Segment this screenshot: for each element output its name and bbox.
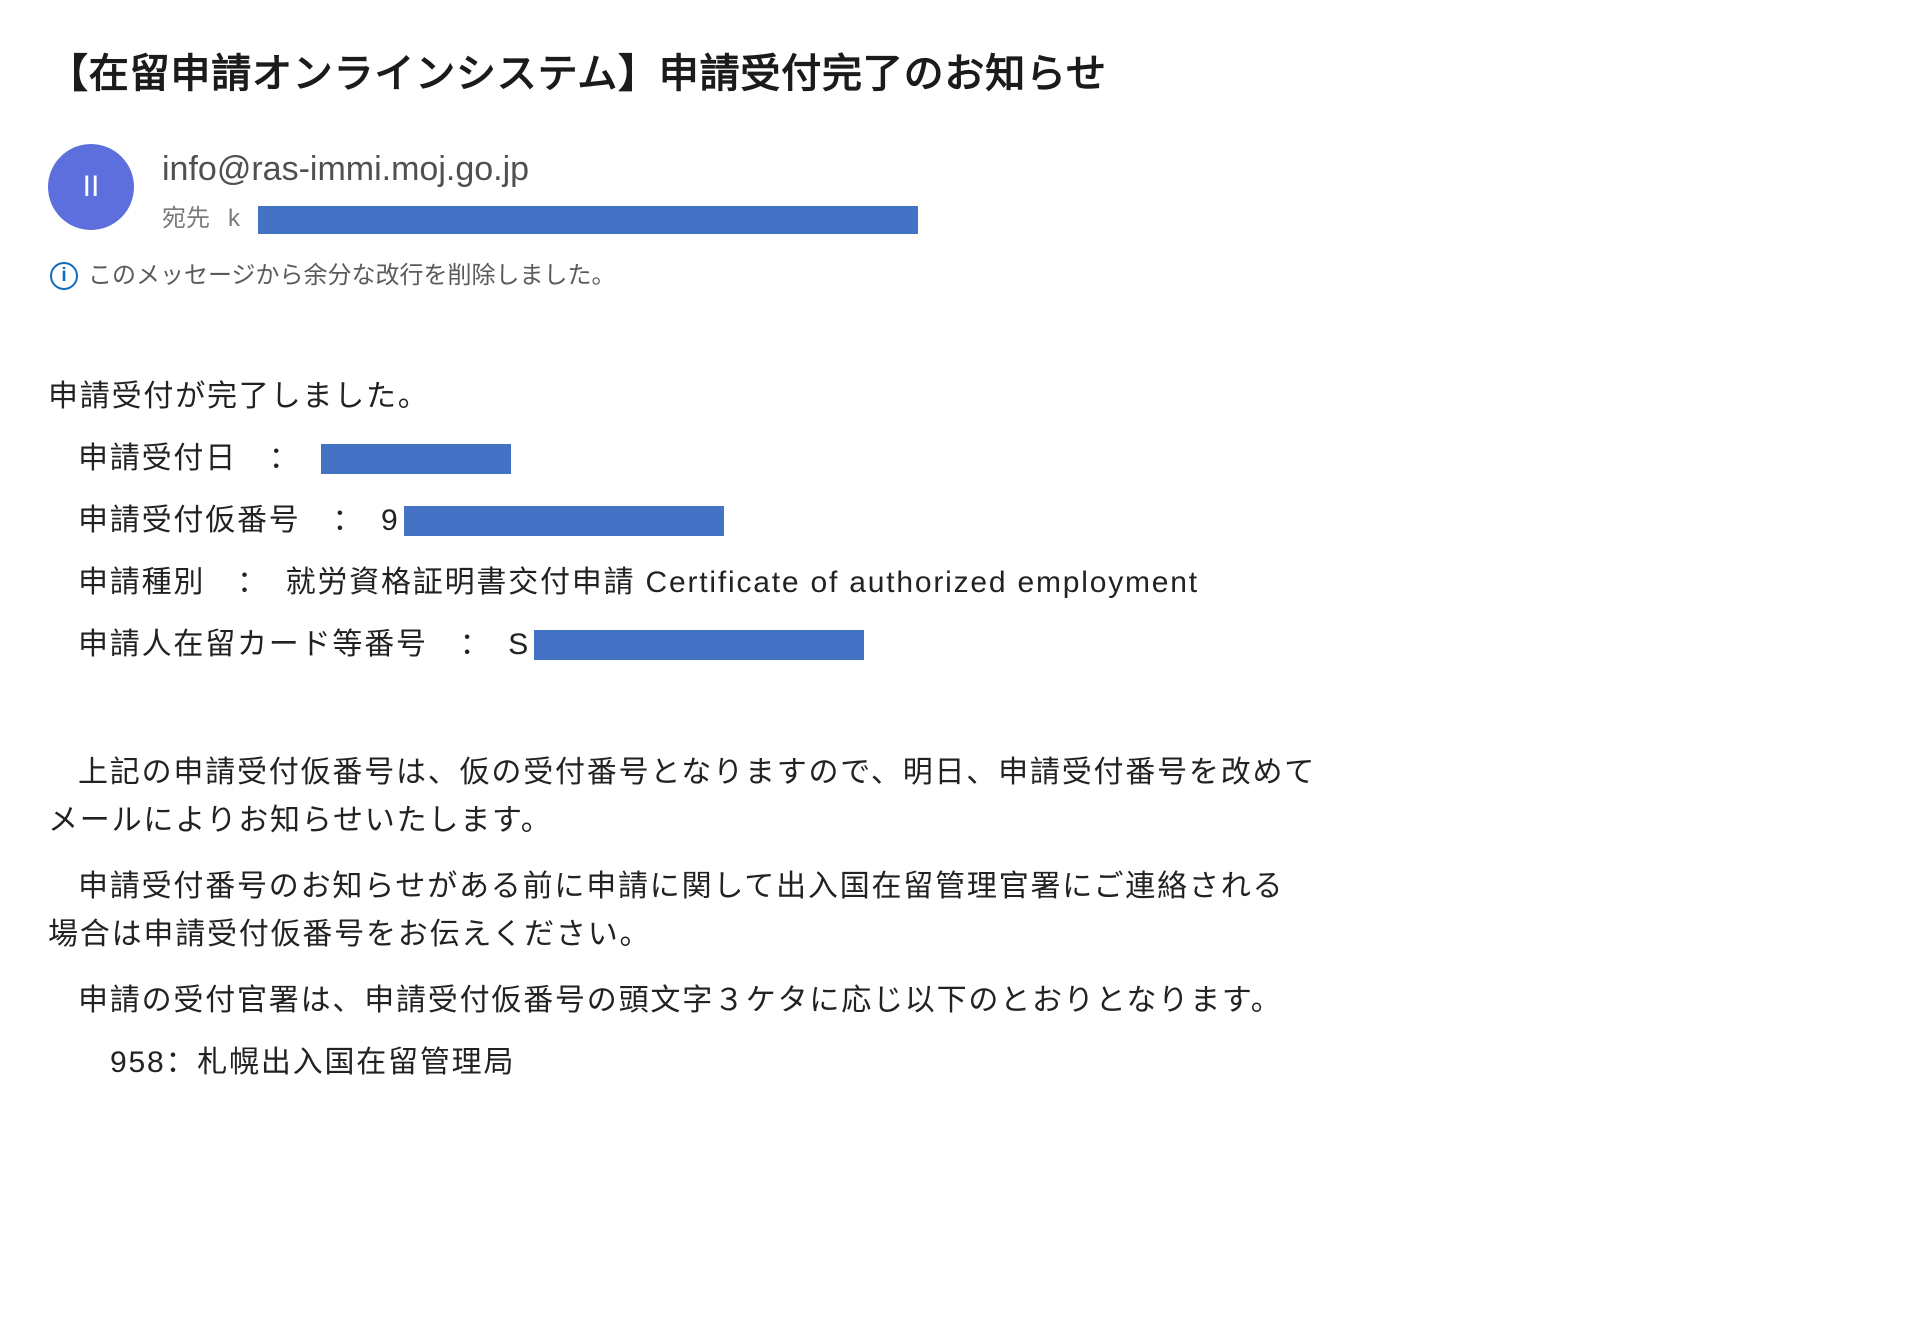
field-visible-char: S xyxy=(508,621,530,669)
sender-email: info@ras-immi.moj.go.jp xyxy=(162,142,1872,196)
field-label: 申請受付日 ： xyxy=(78,435,317,483)
office-list-item: 958：札幌出入国在留管理局 xyxy=(48,1039,1872,1087)
email-body: 申請受付が完了しました。 申請受付日 ： 申請受付仮番号 ： 9 申請種別 ： … xyxy=(48,373,1872,1087)
field-label: 申請人在留カード等番号 ： xyxy=(78,621,508,669)
body-line-complete: 申請受付が完了しました。 xyxy=(48,373,1872,421)
body-paragraph: 申請受付番号のお知らせがある前に申請に関して出入国在留管理官署にご連絡される 場… xyxy=(48,863,1872,959)
paragraph-line: 上記の申請受付仮番号は、仮の受付番号となりますので、明日、申請受付番号を改めて xyxy=(48,749,1872,797)
recipient-visible-initial: k xyxy=(228,200,240,238)
recipient-label: 宛先 xyxy=(162,200,210,238)
field-value-redacted xyxy=(404,506,724,536)
field-value-redacted xyxy=(534,630,864,660)
field-value: 就労資格証明書交付申請 Certificate of authorized em… xyxy=(286,559,1199,607)
email-header: II info@ras-immi.moj.go.jp 宛先 k xyxy=(48,140,1872,239)
paragraph-line: 場合は申請受付仮番号をお伝えください。 xyxy=(48,911,1872,959)
paragraph-line: 申請受付番号のお知らせがある前に申請に関して出入国在留管理官署にご連絡される xyxy=(48,863,1872,911)
field-label: 申請受付仮番号 ： xyxy=(78,497,381,545)
body-paragraph: 上記の申請受付仮番号は、仮の受付番号となりますので、明日、申請受付番号を改めて … xyxy=(48,749,1872,845)
field-application-type: 申請種別 ： 就労資格証明書交付申請 Certificate of author… xyxy=(48,559,1872,607)
info-icon: i xyxy=(50,262,78,290)
email-subject: 【在留申請オンラインシステム】申請受付完了のお知らせ xyxy=(48,42,1872,106)
field-visible-char: 9 xyxy=(381,497,400,545)
paragraph-line: メールによりお知らせいたします。 xyxy=(48,797,1872,845)
field-residence-card-number: 申請人在留カード等番号 ： S xyxy=(48,621,1872,669)
info-text: このメッセージから余分な改行を削除しました。 xyxy=(88,257,616,295)
sender-avatar: II xyxy=(48,144,134,230)
recipient-redaction xyxy=(258,206,918,234)
prefix-explain-line: 申請の受付官署は、申請受付仮番号の頭文字３ケタに応じ以下のとおりとなります。 xyxy=(48,977,1872,1025)
recipient-line: 宛先 k xyxy=(162,200,1872,238)
field-label: 申請種別 ： xyxy=(78,559,286,607)
field-application-date: 申請受付日 ： xyxy=(48,435,1872,483)
field-provisional-number: 申請受付仮番号 ： 9 xyxy=(48,497,1872,545)
info-bar: i このメッセージから余分な改行を削除しました。 xyxy=(50,257,1872,295)
sender-block: info@ras-immi.moj.go.jp 宛先 k xyxy=(162,140,1872,239)
field-value-redacted xyxy=(321,444,511,474)
